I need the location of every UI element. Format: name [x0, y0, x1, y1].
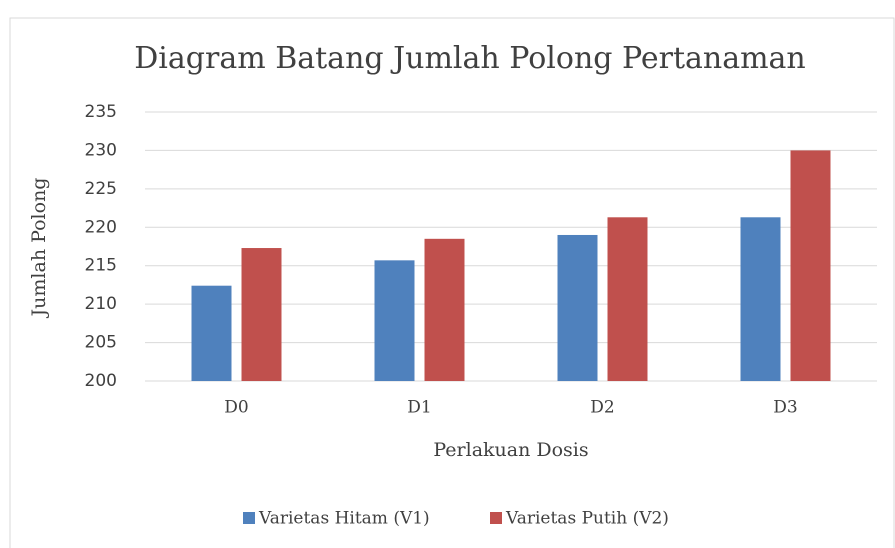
bar	[191, 285, 232, 381]
y-axis-label: Jumlah Polong	[28, 178, 50, 319]
x-tick-label: D3	[773, 398, 797, 418]
x-tick-label: D1	[407, 398, 431, 418]
y-tick-label: 235	[85, 102, 117, 122]
x-axis-label: Perlakuan Dosis	[433, 439, 588, 461]
y-tick-label: 200	[85, 371, 117, 391]
bar	[241, 248, 282, 381]
y-tick-label: 225	[85, 179, 117, 199]
bar	[374, 260, 415, 381]
y-tick-label: 230	[85, 140, 117, 160]
bar	[740, 217, 781, 381]
bar	[790, 150, 831, 381]
y-tick-label: 220	[85, 217, 117, 237]
x-tick-label: D2	[590, 398, 614, 418]
legend-label: Varietas Hitam (V1)	[258, 509, 430, 529]
chart-title: Diagram Batang Jumlah Polong Pertanaman	[134, 41, 806, 76]
x-tick-label: D0	[224, 398, 248, 418]
legend-swatch	[243, 512, 255, 524]
legend-label: Varietas Putih (V2)	[505, 509, 669, 529]
bar	[607, 217, 648, 381]
y-tick-label: 215	[85, 256, 117, 276]
y-tick-label: 210	[85, 294, 117, 314]
bar	[557, 234, 598, 381]
y-tick-label: 205	[85, 333, 117, 353]
bar	[424, 238, 465, 381]
legend-swatch	[490, 512, 502, 524]
